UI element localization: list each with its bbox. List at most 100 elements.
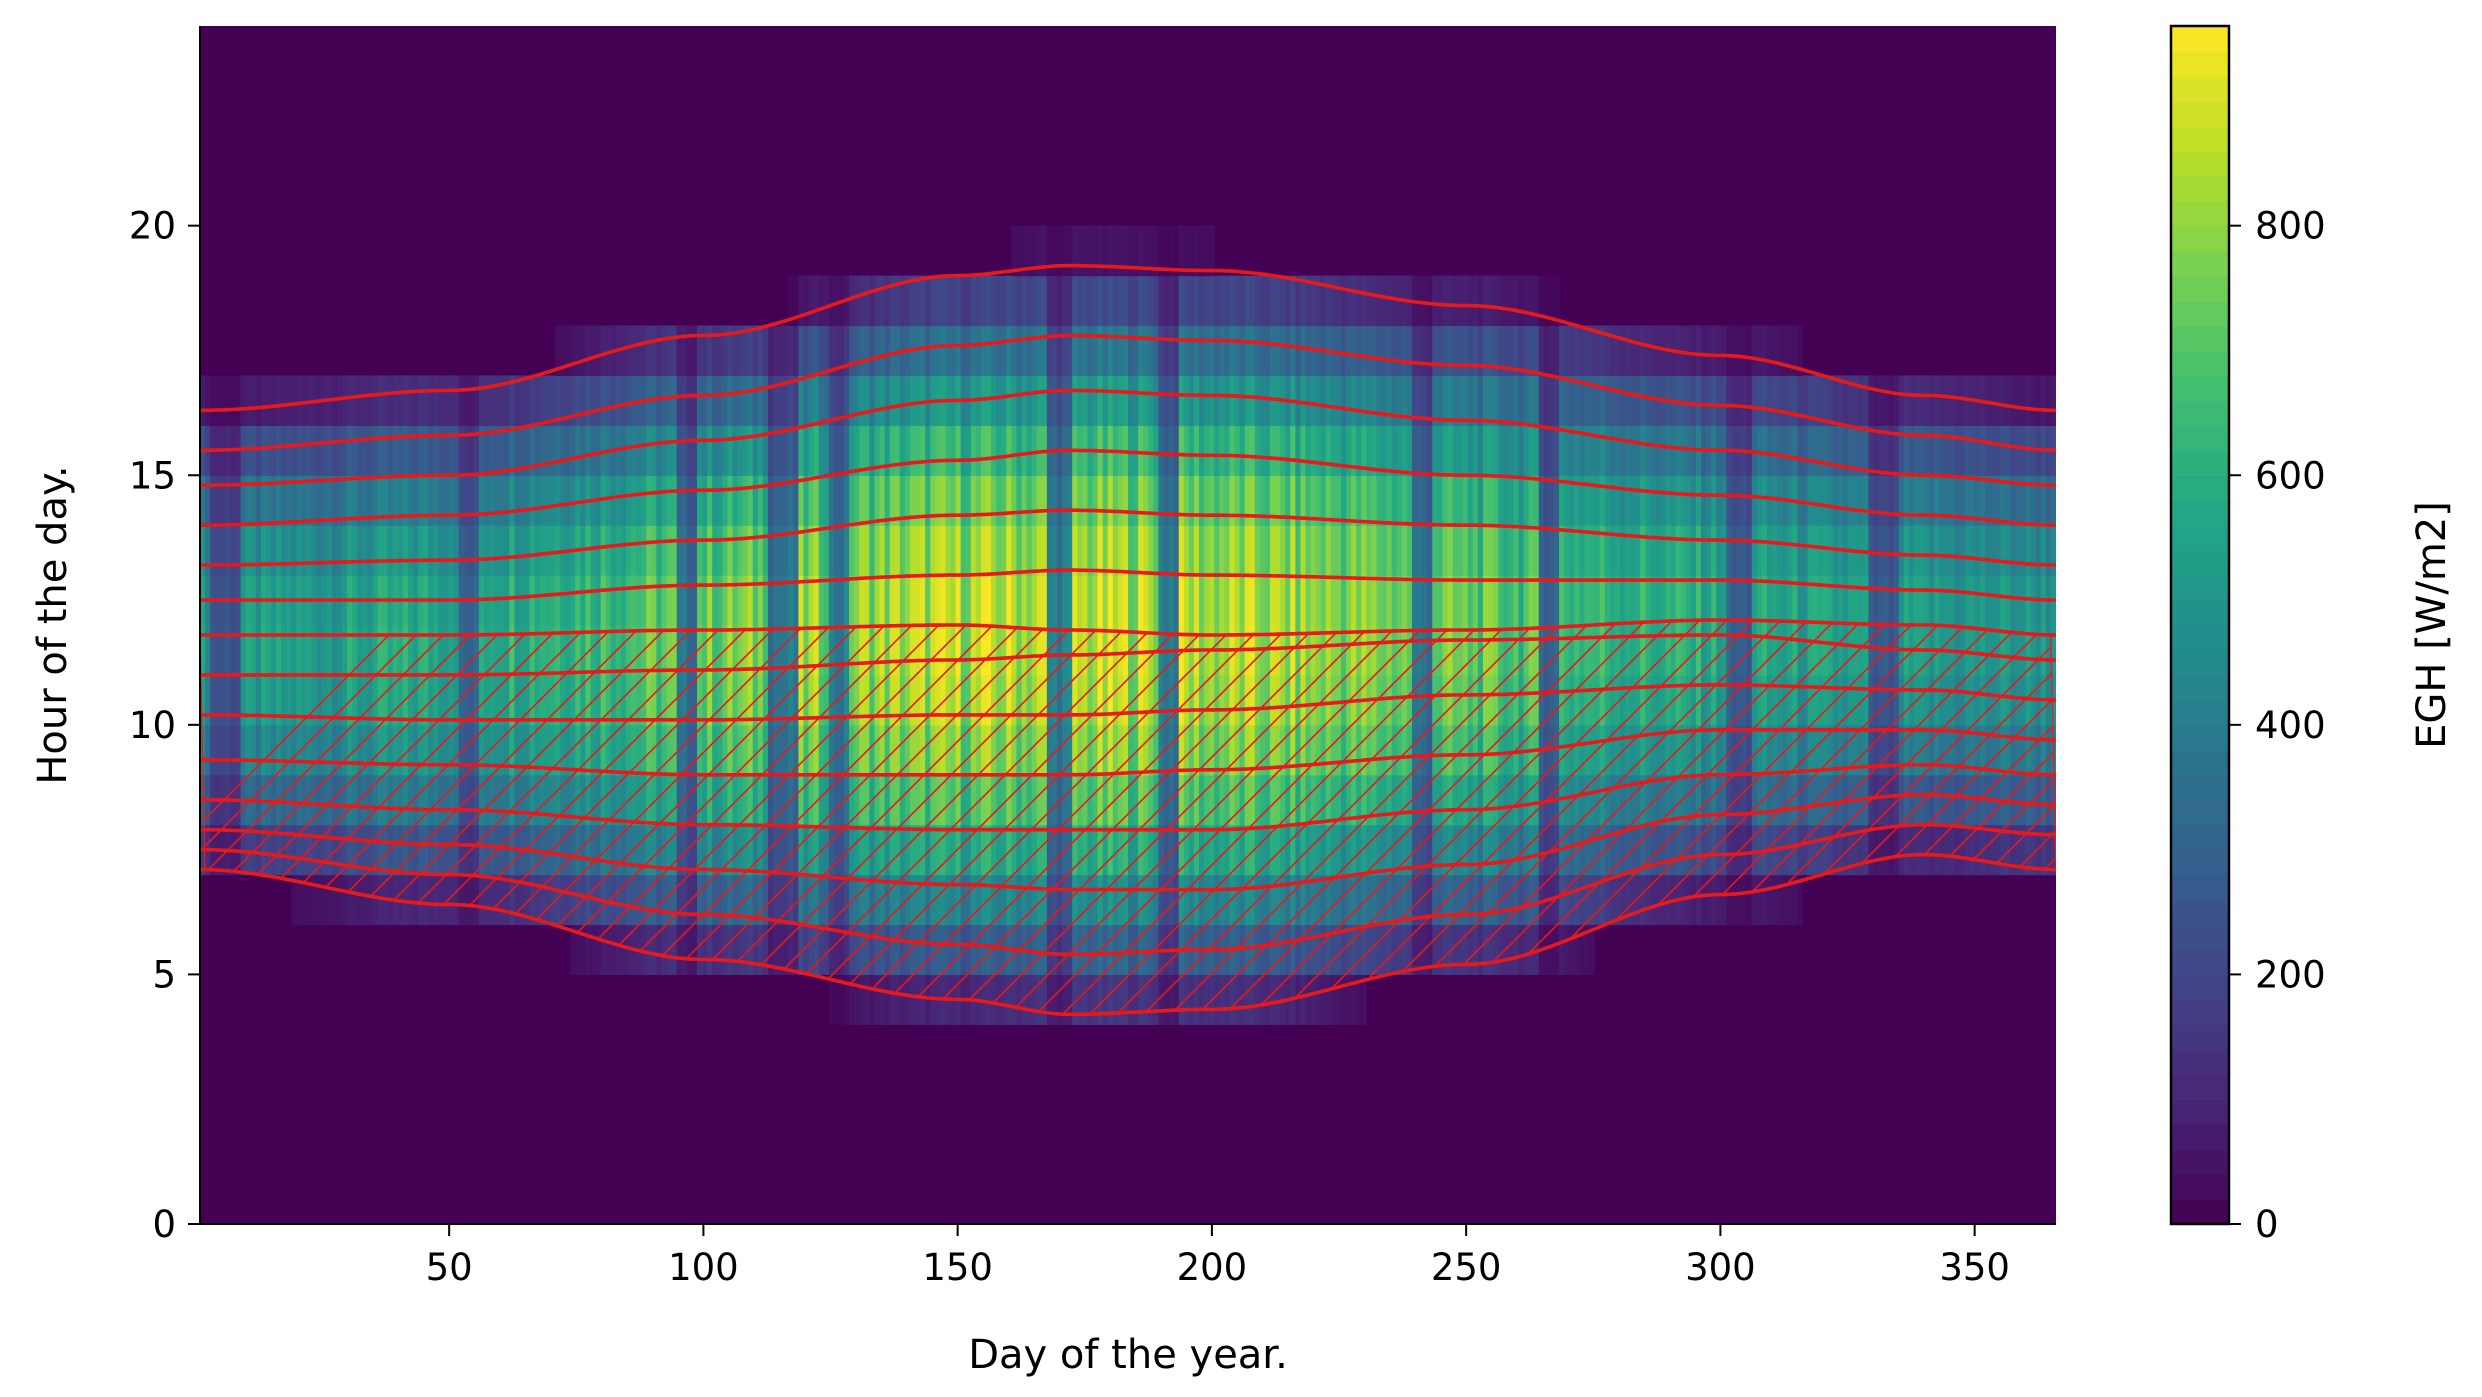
- colorbar-label: EGH [W/m2]: [2409, 501, 2455, 749]
- heatmap-cell: [1604, 575, 1611, 626]
- heatmap-cell: [418, 475, 424, 526]
- heatmap-cell: [930, 325, 936, 377]
- heatmap-cell: [930, 275, 936, 327]
- heatmap-cell: [1356, 575, 1362, 626]
- heatmap-cell: [2030, 824, 2037, 876]
- heatmap-cell: [458, 625, 465, 676]
- heatmap-cell: [1949, 375, 1956, 426]
- heatmap-cell: [864, 824, 870, 876]
- heatmap-cell: [1543, 674, 1550, 726]
- heatmap-cell: [1701, 325, 1707, 377]
- heatmap-cell: [1077, 974, 1083, 1025]
- heatmap-cell: [1584, 625, 1591, 676]
- heatmap-cell: [1026, 774, 1033, 826]
- heatmap-cell: [1067, 325, 1073, 377]
- heatmap-cell: [1731, 475, 1738, 526]
- heatmap-cell: [747, 625, 754, 676]
- heatmap-cell: [1772, 625, 1778, 676]
- heatmap-cell: [1376, 625, 1383, 676]
- heatmap-cell: [1721, 375, 1727, 426]
- heatmap-cell: [575, 924, 581, 976]
- heatmap-cell: [433, 874, 439, 926]
- heatmap-cell: [1614, 525, 1621, 576]
- heatmap-cell: [1168, 525, 1175, 576]
- heatmap-cell: [1396, 425, 1403, 476]
- heatmap-cell: [1736, 625, 1743, 676]
- heatmap-cell: [1903, 724, 1910, 776]
- heatmap-cell: [1944, 824, 1951, 876]
- heatmap-cell: [1538, 824, 1545, 876]
- heatmap-cell: [833, 974, 840, 1025]
- heatmap-cell: [1868, 475, 1875, 526]
- heatmap-cell: [935, 874, 941, 926]
- heatmap-cell: [1645, 625, 1651, 676]
- heatmap-cell: [869, 625, 876, 676]
- heatmap-cell: [1493, 475, 1499, 526]
- heatmap-cell: [215, 375, 221, 426]
- heatmap-cell: [1133, 275, 1139, 327]
- colorbar-band: [2171, 350, 2229, 377]
- heatmap-cell: [676, 325, 683, 377]
- heatmap-cell: [443, 475, 450, 526]
- heatmap-cell: [1766, 525, 1773, 576]
- heatmap-cell: [1589, 575, 1596, 626]
- heatmap-cell: [1903, 674, 1910, 726]
- heatmap-cell: [255, 625, 262, 676]
- heatmap-cell: [605, 774, 612, 826]
- heatmap-cell: [1335, 924, 1342, 976]
- heatmap-cell: [2005, 724, 2011, 776]
- heatmap-cell: [1660, 425, 1667, 476]
- heatmap-cell: [1782, 375, 1788, 426]
- heatmap-cell: [554, 425, 561, 476]
- heatmap-cell: [1832, 824, 1839, 876]
- heatmap-cell: [610, 625, 617, 676]
- heatmap-cell: [1011, 425, 1018, 476]
- heatmap-cell: [904, 674, 911, 726]
- heatmap-cell: [1482, 525, 1489, 576]
- heatmap-cell: [331, 824, 338, 876]
- heatmap-cell: [1406, 375, 1413, 426]
- heatmap-cell: [1082, 674, 1089, 726]
- heatmap-cell: [1518, 824, 1525, 876]
- heatmap-cell: [2025, 425, 2032, 476]
- heatmap-cell: [920, 575, 926, 626]
- heatmap-cell: [377, 774, 384, 826]
- hatch-line: [1149, 620, 2056, 1015]
- heatmap-cell: [803, 674, 810, 726]
- heatmap-cell: [864, 774, 870, 826]
- heatmap-cell: [1903, 824, 1910, 876]
- heatmap-cell: [1366, 275, 1373, 327]
- heatmap-cell: [631, 325, 637, 377]
- heatmap-cell: [2005, 525, 2011, 576]
- heatmap-cell: [270, 674, 277, 726]
- heatmap-cell: [869, 924, 876, 976]
- heatmap-cell: [1488, 874, 1494, 926]
- heatmap-cell: [1863, 625, 1869, 676]
- heatmap-cell: [1122, 325, 1129, 377]
- heatmap-cell: [1812, 724, 1819, 776]
- heatmap-cell: [991, 674, 997, 726]
- heatmap-cell: [1569, 774, 1575, 826]
- heatmap-cell: [1041, 724, 1048, 776]
- heatmap-cell: [367, 525, 374, 576]
- heatmap-cell: [879, 475, 886, 526]
- heatmap-cell: [554, 674, 561, 726]
- heatmap-cell: [1173, 375, 1180, 426]
- heatmap-cell: [1640, 375, 1646, 426]
- heatmap-cell: [1138, 674, 1144, 726]
- heatmap-cell: [463, 375, 470, 426]
- heatmap-cell: [666, 924, 673, 976]
- heatmap-cell: [1954, 724, 1961, 776]
- heatmap-cell: [1411, 674, 1418, 726]
- heatmap-cell: [1219, 974, 1225, 1025]
- heatmap-cell: [1599, 824, 1606, 876]
- heatmap-cell: [666, 774, 673, 826]
- heatmap-cell: [1300, 475, 1307, 526]
- heatmap-cell: [1853, 575, 1859, 626]
- heatmap-cell: [1391, 275, 1398, 327]
- heatmap-cell: [1427, 924, 1433, 976]
- heatmap-cell: [747, 774, 754, 826]
- heatmap-cell: [1863, 475, 1869, 526]
- heatmap-cell: [717, 325, 723, 377]
- heatmap-cell: [504, 475, 510, 526]
